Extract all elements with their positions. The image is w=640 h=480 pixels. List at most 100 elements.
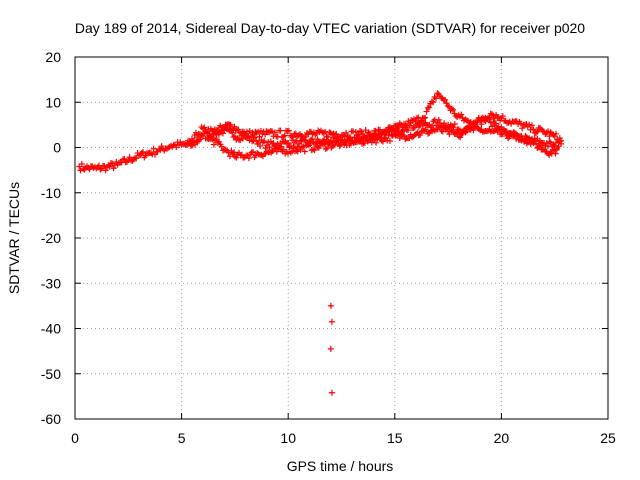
data-point bbox=[102, 167, 109, 174]
data-point bbox=[197, 131, 204, 138]
data-point bbox=[311, 147, 318, 154]
data-point bbox=[298, 144, 305, 151]
data-point bbox=[444, 102, 451, 109]
data-point bbox=[194, 134, 201, 141]
data-points bbox=[76, 90, 565, 396]
data-point bbox=[304, 141, 311, 148]
data-point bbox=[245, 132, 252, 139]
x-axis-tick-labels: 0 5 10 15 20 25 bbox=[71, 430, 616, 446]
data-point bbox=[535, 143, 542, 150]
data-point bbox=[550, 132, 557, 139]
y-tick-label: -20 bbox=[41, 230, 61, 246]
data-point bbox=[387, 138, 394, 145]
data-point bbox=[473, 123, 480, 130]
data-point bbox=[381, 134, 388, 141]
data-point bbox=[481, 116, 488, 123]
data-point bbox=[517, 133, 524, 140]
data-point bbox=[406, 122, 413, 129]
data-point bbox=[422, 114, 429, 121]
data-point bbox=[539, 128, 546, 135]
data-point bbox=[526, 137, 533, 144]
data-point bbox=[319, 129, 326, 136]
data-point bbox=[226, 121, 233, 128]
data-point bbox=[552, 150, 559, 157]
data-point bbox=[435, 116, 442, 123]
data-point bbox=[303, 129, 310, 136]
data-point bbox=[209, 127, 216, 134]
data-point bbox=[210, 141, 217, 148]
data-point bbox=[424, 104, 431, 111]
data-point bbox=[495, 114, 502, 121]
data-point bbox=[150, 145, 157, 152]
outlier-point bbox=[327, 302, 334, 309]
data-point bbox=[235, 126, 242, 133]
data-point bbox=[495, 123, 502, 130]
data-point bbox=[499, 113, 506, 120]
data-point bbox=[442, 96, 449, 103]
data-point bbox=[271, 129, 278, 136]
data-point bbox=[373, 139, 380, 146]
data-point bbox=[309, 130, 316, 137]
data-point bbox=[80, 165, 87, 172]
data-point bbox=[121, 155, 128, 162]
x-tick-label: 15 bbox=[387, 430, 403, 446]
data-point bbox=[208, 135, 215, 142]
data-point bbox=[293, 147, 300, 154]
data-point bbox=[191, 141, 198, 148]
data-point bbox=[442, 126, 449, 133]
data-point bbox=[534, 128, 541, 135]
data-point bbox=[233, 154, 240, 161]
data-point bbox=[443, 100, 450, 107]
data-point bbox=[423, 108, 430, 115]
data-point bbox=[97, 166, 104, 173]
data-point bbox=[399, 131, 406, 138]
data-point bbox=[452, 112, 459, 119]
data-point bbox=[175, 142, 182, 149]
data-point bbox=[309, 135, 316, 142]
data-point bbox=[244, 152, 251, 159]
data-point bbox=[213, 135, 220, 142]
data-point bbox=[265, 139, 272, 146]
data-point bbox=[298, 132, 305, 139]
outlier-point bbox=[328, 318, 335, 325]
data-point bbox=[147, 150, 154, 157]
data-point bbox=[133, 155, 140, 162]
data-point bbox=[256, 133, 263, 140]
data-point bbox=[323, 133, 330, 140]
data-point bbox=[301, 148, 308, 155]
data-point bbox=[106, 163, 113, 170]
data-point bbox=[322, 145, 329, 152]
data-point bbox=[250, 148, 257, 155]
data-point bbox=[165, 144, 172, 151]
data-point bbox=[352, 128, 359, 135]
data-point bbox=[526, 121, 533, 128]
data-point bbox=[277, 127, 284, 134]
data-point bbox=[110, 165, 117, 172]
data-point bbox=[358, 128, 365, 135]
data-point bbox=[533, 129, 540, 136]
data-point bbox=[81, 166, 88, 173]
data-point bbox=[459, 130, 466, 137]
data-point bbox=[257, 143, 264, 150]
data-point bbox=[312, 140, 319, 147]
data-point bbox=[151, 151, 158, 158]
data-point bbox=[420, 115, 427, 122]
data-point bbox=[551, 146, 558, 153]
data-point bbox=[266, 129, 273, 136]
data-point bbox=[257, 127, 264, 134]
data-point bbox=[154, 148, 161, 155]
data-point bbox=[366, 133, 373, 140]
data-point bbox=[295, 132, 302, 139]
data-point bbox=[258, 151, 265, 158]
data-point bbox=[455, 112, 462, 119]
data-point bbox=[261, 138, 268, 145]
data-point bbox=[300, 143, 307, 150]
data-point bbox=[310, 146, 317, 153]
data-point bbox=[531, 138, 538, 145]
outlier-point bbox=[327, 345, 334, 352]
data-point bbox=[319, 141, 326, 148]
x-tick-label: 20 bbox=[494, 430, 510, 446]
y-tick-label: -60 bbox=[41, 411, 61, 427]
data-point bbox=[214, 128, 221, 135]
data-point bbox=[345, 136, 352, 143]
